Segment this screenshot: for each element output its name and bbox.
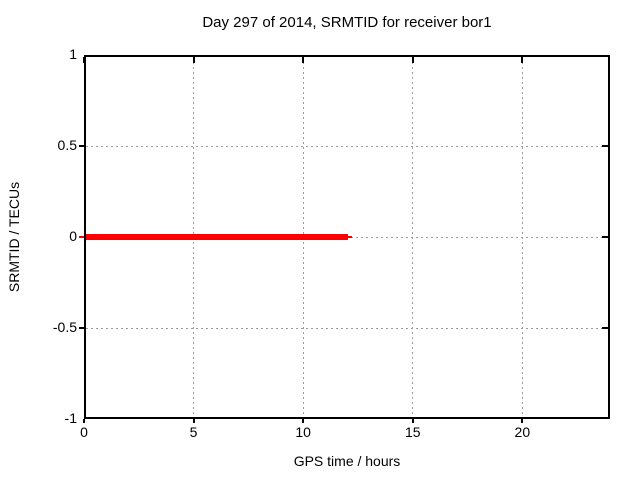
x-tick-label: 20 [514, 424, 531, 440]
x-tick-label: 10 [295, 424, 311, 440]
x-tick-mark-top [521, 57, 524, 63]
y-tick-mark-right [602, 145, 608, 147]
y-tick-mark-right [602, 236, 608, 238]
y-tick-mark-right [602, 327, 608, 329]
x-tick-mark-top [302, 57, 305, 63]
y-tick-label: 0.5 [57, 137, 77, 153]
x-tick-mark-bottom [192, 419, 195, 423]
y-gridline [86, 145, 608, 147]
y-tick-mark-left [79, 145, 84, 147]
x-tick-label: 15 [404, 424, 421, 440]
chart-title: Day 297 of 2014, SRMTID for receiver bor… [202, 14, 492, 31]
y-tick-mark-left [79, 236, 84, 238]
x-tick-mark-bottom [521, 419, 524, 423]
x-tick-mark-bottom [302, 419, 305, 423]
x-tick-label: 0 [80, 424, 88, 440]
x-tick-mark-top [83, 57, 85, 63]
x-tick-mark-top [411, 57, 414, 63]
y-tick-label: 1 [69, 46, 77, 62]
y-tick-label: -1 [64, 410, 77, 426]
x-tick-mark-top [192, 57, 195, 63]
x-tick-mark-bottom [411, 419, 414, 423]
y-gridline [86, 327, 608, 329]
x-tick-label: 5 [189, 424, 198, 440]
x-tick-mark-bottom [83, 419, 85, 423]
y-tick-label: -0.5 [52, 319, 77, 335]
x-axis-label: GPS time / hours [293, 453, 401, 469]
series-segment-srmtid [84, 234, 349, 240]
y-tick-label: 0 [69, 228, 77, 244]
series-endpoint-cap [347, 236, 353, 238]
y-tick-mark-left [79, 327, 84, 329]
